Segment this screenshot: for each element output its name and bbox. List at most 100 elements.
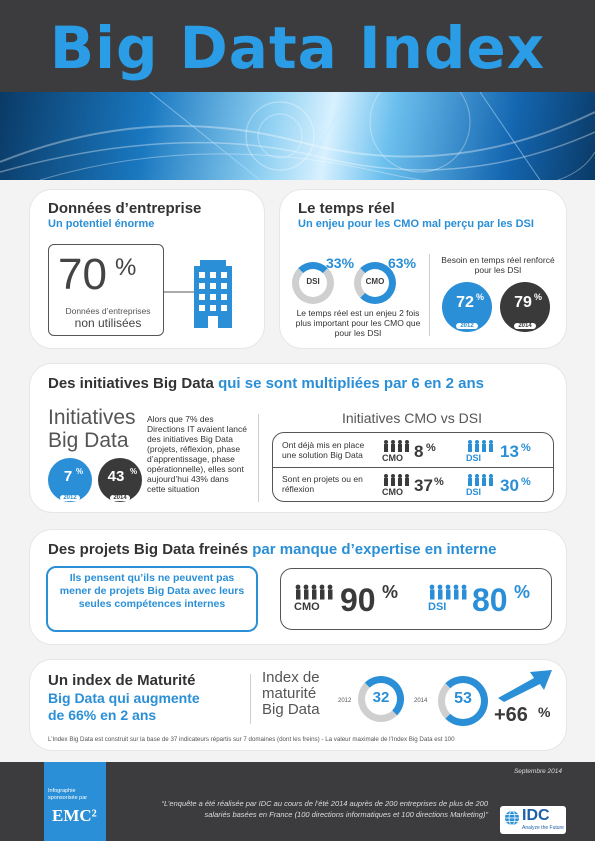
growth-arrow-icon [498, 670, 552, 702]
expertise-cmo-pct: % [382, 582, 399, 602]
maturity-2014-value: 53 [454, 690, 472, 707]
row1-cmo-label: CMO [382, 453, 403, 463]
circle-2012-pct: % [476, 292, 485, 302]
maturity-sub-1: Big Data qui augmente [48, 690, 200, 706]
expertise-title-dark: Des projets Big Data freinés [48, 541, 249, 558]
row2-dsi-pct: % [521, 476, 531, 488]
people-icon [468, 474, 493, 486]
maturity-big-2: maturité [262, 685, 317, 702]
cmo-ring-label: CMO [365, 277, 385, 286]
stat-value: 70 [58, 250, 107, 299]
row2-cmo-label: CMO [382, 487, 403, 497]
cmo-dsi-title: Initiatives CMO vs DSI [341, 410, 483, 426]
circle-2012-year: 2012 [456, 323, 478, 329]
divider [250, 674, 251, 724]
expertise-dsi-label: DSI [428, 601, 447, 613]
realtime-subtitle: Un enjeu pour les CMO mal perçu par les … [298, 218, 534, 230]
initiatives-title-blue: qui se sont multipliées par 6 en 2 ans [218, 375, 484, 392]
maturity-sub-2: de 66% en 2 ans [48, 707, 157, 723]
maturity-2014-year: 2014 [414, 698, 428, 704]
row2-dsi-value: 30 [500, 476, 519, 495]
row2-label: Sont en projets ou en réflexion [282, 474, 363, 494]
expertise-dsi-value: 80 [472, 582, 508, 618]
realtime-note: Le temps réel est un enjeu 2 fois plus i… [295, 308, 421, 338]
row2-cmo-value: 37 [414, 476, 433, 495]
expertise-cmo-value: 90 [340, 582, 376, 618]
initiatives-title: Des initiatives Big Data qui se sont mul… [48, 375, 484, 392]
maturity-2012-year: 2012 [338, 698, 352, 704]
init-circle-2014 [98, 458, 142, 502]
enterprise-data-subtitle: Un potentiel énorme [48, 218, 155, 230]
globe-icon [505, 810, 519, 826]
maturity-title: Un index de Maturité [48, 672, 196, 689]
people-icon [429, 584, 467, 600]
initiatives-text: Alors que 7% des Directions IT avaient l… [147, 414, 248, 494]
cmo-ring [354, 262, 396, 304]
maturity-2012-value: 32 [372, 689, 390, 706]
people-icon [384, 440, 409, 452]
maturity-big-1: Index de [262, 669, 320, 686]
expertise-dsi-pct: % [514, 582, 531, 602]
circle-2014-value: 79 [514, 294, 532, 311]
divider [429, 254, 430, 336]
row1-dsi-value: 13 [500, 442, 519, 461]
banner-graphic [0, 92, 595, 180]
footer-quote: “L’enquête a été réalisée par IDC au cou… [161, 799, 488, 819]
dsi-pct: 33% [326, 255, 355, 271]
init-2014-pct: % [130, 467, 138, 476]
people-icon [468, 440, 493, 452]
idc-tagline: Analyze the Future [522, 825, 564, 831]
idc-logo: IDC [522, 807, 550, 824]
maturity-footnote: L’Index Big Data est construit sur la ba… [48, 736, 455, 743]
footer-date: Septembre 2014 [513, 768, 562, 775]
emc-logo-box [44, 762, 106, 841]
stat-box [48, 244, 164, 336]
expertise-quote: Ils pensent qu’ils ne peuvent pas mener … [59, 572, 245, 610]
init-2012-year: 2012 [60, 495, 80, 501]
header [0, 0, 595, 92]
cmo-pct: 63% [388, 255, 417, 271]
expertise-quote-box [46, 566, 258, 632]
divider [258, 414, 259, 502]
initiatives-big-1: Initiatives [48, 406, 136, 429]
dsi-ring-label: DSI [306, 277, 320, 286]
row1-dsi-label: DSI [466, 453, 482, 463]
realtime-title: Le temps réel [298, 200, 395, 217]
growth-value: +66 [494, 704, 528, 726]
expertise-title: Des projets Big Data freinés par manque … [48, 541, 496, 558]
page-title: Big Data Index [49, 14, 546, 82]
emc-logo: EMC² [52, 806, 97, 825]
row2-dsi-label: DSI [466, 487, 482, 497]
row1-cmo-value: 8 [414, 442, 424, 461]
stat-desc-2: non utilisées [74, 316, 142, 330]
emc-sponsor-text: Infographie sponsorisée par [48, 788, 88, 801]
init-2012-value: 7 [63, 468, 73, 485]
init-2014-year: 2014 [110, 495, 130, 501]
growth-pct: % [538, 704, 551, 720]
maturity-big-3: Big Data [262, 701, 320, 718]
row1-label: Ont déjà mis en place une solution Big D… [282, 440, 365, 460]
circle-2012-value: 72 [456, 294, 474, 311]
row2-cmo-pct: % [434, 476, 444, 488]
dsi-ring [292, 262, 334, 304]
initiatives-big-2: Big Data [48, 429, 129, 452]
maturity-ring-2014 [438, 676, 488, 726]
initiatives-title-dark: Des initiatives Big Data [48, 375, 214, 392]
people-icon [384, 474, 409, 486]
banner-image [0, 92, 595, 180]
init-circle-2012 [48, 458, 92, 502]
expertise-title-blue: par manque d’expertise en interne [252, 541, 497, 558]
expertise-cmo-label: CMO [294, 601, 320, 613]
need-label: Besoin en temps réel renforcé pour les D… [441, 255, 555, 275]
circle-2014-year: 2014 [514, 323, 536, 329]
stat-desc-1: Données d’entreprises [65, 306, 151, 316]
stat-unit: % [115, 254, 137, 281]
row-divider [273, 467, 553, 468]
init-2014-value: 43 [107, 468, 125, 485]
maturity-ring-2012 [358, 676, 404, 722]
expertise-stats-box [280, 568, 552, 630]
people-icon [295, 584, 333, 600]
circle-2014-pct: % [534, 292, 543, 302]
enterprise-data-title: Données d’entreprise [48, 200, 202, 217]
row1-cmo-pct: % [426, 442, 436, 454]
